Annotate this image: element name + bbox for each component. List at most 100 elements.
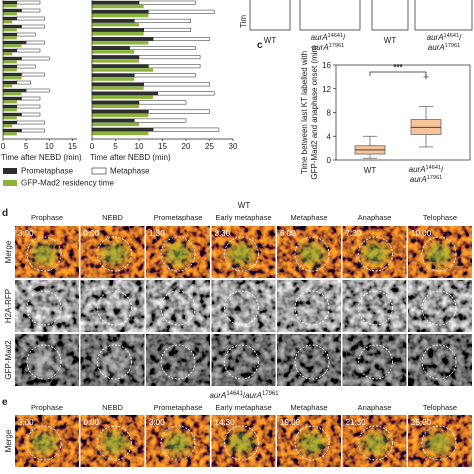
prometaphase-bar xyxy=(91,0,140,5)
metaphase-bar xyxy=(152,37,210,41)
cell-outline xyxy=(97,425,132,461)
superscript: 17961 xyxy=(427,175,443,181)
gfp-mad2-bar xyxy=(92,32,144,36)
nucleus-signal xyxy=(362,432,389,454)
prometaphase-bar xyxy=(91,82,144,87)
metaphase-bar xyxy=(134,18,191,23)
nucleus-signal xyxy=(101,243,128,265)
separator: / xyxy=(459,33,462,42)
gfp-mad2-bar xyxy=(3,28,17,32)
metaphase-bar xyxy=(21,8,41,13)
cell-outline xyxy=(26,236,62,272)
significance-label: *** xyxy=(393,63,403,72)
prometaphase-bar xyxy=(2,56,22,61)
time-stamp: 19:00 xyxy=(280,418,301,427)
panel-letter: e xyxy=(2,397,8,408)
prometaphase-bar xyxy=(91,9,149,14)
metaphase-bar xyxy=(138,55,201,60)
time-stamp: 1:30 xyxy=(149,229,165,238)
y-tick-label: 4 xyxy=(327,132,332,141)
prometaphase-bar xyxy=(91,100,140,105)
cell-outline xyxy=(294,344,330,380)
gfp-mad2-bar xyxy=(3,4,17,8)
genotype-label: aurA14641/aurA17961 xyxy=(209,391,279,400)
gfp-mad2-bar xyxy=(92,41,149,45)
micrograph xyxy=(80,280,145,332)
gfp-mad2-bar xyxy=(3,116,17,120)
prometaphase-bar xyxy=(91,18,135,23)
gfp-mad2-bar xyxy=(92,113,149,118)
prometaphase-bar xyxy=(2,0,18,5)
gfp-mad2-bar xyxy=(3,52,13,56)
gene: aurA xyxy=(428,43,445,52)
time-stamp: 0:00 xyxy=(84,418,100,427)
genotype-label: aurA14641/aurA17961 xyxy=(427,33,462,52)
metaphase-bar xyxy=(16,64,36,69)
prometaphase-bar xyxy=(91,64,149,69)
gfp-mad2-bar xyxy=(3,76,22,80)
cell-outline xyxy=(294,425,330,461)
metaphase-bar xyxy=(148,109,210,114)
x-tick-label: 10 xyxy=(45,142,54,151)
x-tick-label: 0 xyxy=(90,142,95,151)
time-stamp: 3:00 xyxy=(149,418,165,427)
cell-outline xyxy=(160,236,196,272)
metaphase-bar xyxy=(134,73,196,78)
metaphase-bar xyxy=(138,0,196,5)
micrograph xyxy=(408,334,472,386)
prometaphase-bar xyxy=(91,91,159,96)
nucleus-signal xyxy=(102,351,127,373)
gene: aurA xyxy=(312,43,329,52)
x-tick-label: 15 xyxy=(68,142,77,151)
metaphase-bar xyxy=(21,24,45,29)
genotype-label: aurA14641/aurA17961 xyxy=(409,165,444,184)
legend-swatch xyxy=(3,168,17,174)
prometaphase-bar xyxy=(2,8,22,13)
superscript: 17961 xyxy=(262,391,279,397)
metaphase-bar xyxy=(21,112,41,117)
gfp-mad2-bar xyxy=(3,84,13,88)
gfp-mad2-bar xyxy=(92,68,154,72)
gfp-mad2-bar xyxy=(92,131,149,136)
stage-header: Prophase xyxy=(31,403,63,412)
nucleus-signal xyxy=(31,243,57,265)
superscript: 14641 xyxy=(328,33,344,39)
stage-header: NEBD xyxy=(102,403,123,412)
gfp-mad2-bar xyxy=(3,108,17,112)
separator: / xyxy=(343,33,346,42)
metaphase-bar xyxy=(16,48,41,53)
time-stamp: 3:00 xyxy=(18,418,34,427)
gfp-mad2-bar xyxy=(3,12,17,16)
time-stamp: 10:00 xyxy=(411,229,432,238)
gfp-mad2-bar xyxy=(3,20,13,24)
stage-header: Prometaphase xyxy=(154,213,203,222)
time-stamp: 6:00 xyxy=(280,229,296,238)
gfp-mad2-bar xyxy=(3,60,17,64)
nucleus-signal xyxy=(31,432,57,454)
prometaphase-bar xyxy=(91,127,154,132)
stage-header: Metaphase xyxy=(290,403,327,412)
metaphase-bar xyxy=(25,40,45,45)
prometaphase-bar xyxy=(2,32,18,37)
significance-bracket xyxy=(369,71,427,76)
prometaphase-bar xyxy=(2,96,22,101)
gfp-mad2-bar xyxy=(92,22,139,27)
cell-outline xyxy=(97,290,132,326)
micrograph xyxy=(15,280,79,332)
gfp-mad2-bar xyxy=(92,95,154,99)
metaphase-bar xyxy=(16,80,31,85)
cell-outline xyxy=(160,425,196,461)
legend-label: Prometaphase xyxy=(21,167,74,176)
separator: / xyxy=(243,391,246,400)
time-stamp: 3:30 xyxy=(215,229,231,238)
gfp-mad2-bar xyxy=(3,132,17,136)
nucleus-signal xyxy=(426,432,452,454)
nucleus-signal xyxy=(426,243,452,265)
prometaphase-bar xyxy=(2,24,22,29)
micrograph xyxy=(211,280,276,332)
cell-outline xyxy=(97,236,132,272)
micrograph xyxy=(211,334,276,386)
metaphase-bar xyxy=(16,16,45,21)
stage-header: Prophase xyxy=(31,213,63,222)
